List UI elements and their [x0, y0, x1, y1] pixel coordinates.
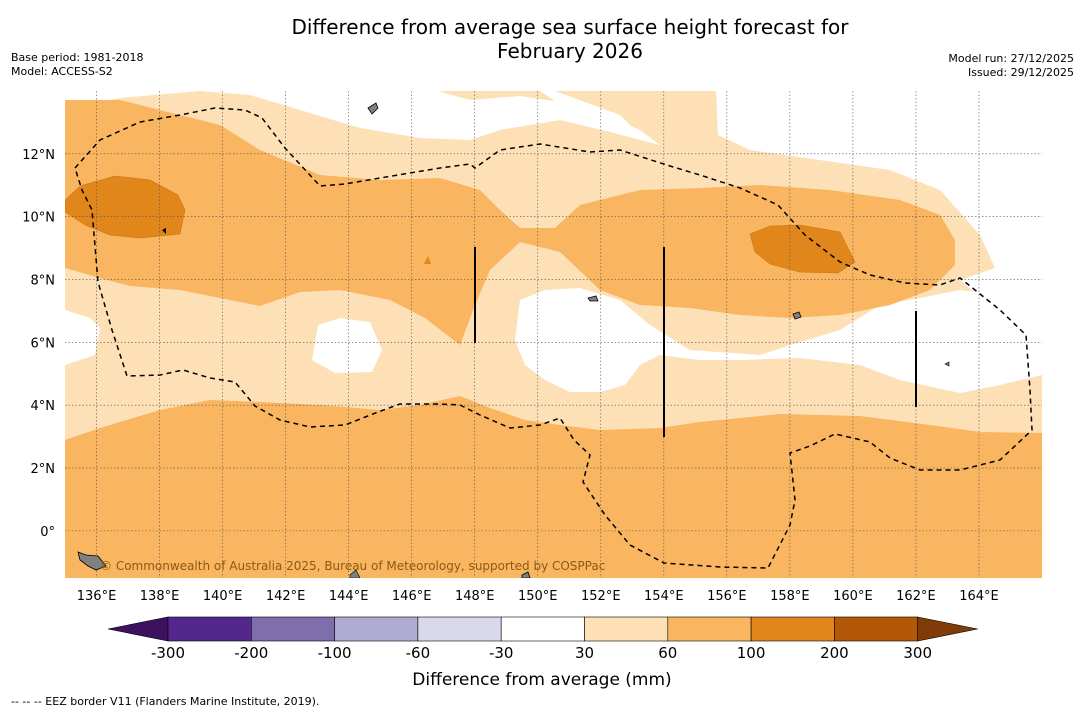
island-land	[162, 228, 166, 234]
longitude-tick-label: 140°E	[203, 589, 243, 604]
colorbar	[107, 616, 978, 642]
colorbar-segment	[584, 616, 669, 642]
longitude-tick-label: 162°E	[896, 589, 936, 604]
longitude-tick-label: 164°E	[959, 589, 999, 604]
latitude-tick-label: 6°N	[31, 336, 56, 351]
eez-border	[74, 107, 1033, 569]
model-name: Model: ACCESS-S2	[11, 65, 113, 78]
latitude-tick-label: 0°	[40, 525, 55, 540]
colorbar-title: Difference from average (mm)	[412, 670, 671, 690]
longitude-tick-label: 152°E	[581, 589, 621, 604]
title-line-2: February 2026	[497, 39, 643, 63]
band-100-200-east	[749, 224, 856, 274]
band-100-200-spot	[424, 256, 431, 264]
longitude-ticks: 136°E 138°E 140°E 142°E 144°E 146°E 148°E 150°E…	[77, 589, 999, 604]
colorbar-tick-label: 30	[575, 644, 594, 662]
colorbar-segment	[667, 616, 752, 642]
longitude-tick-label: 138°E	[140, 589, 180, 604]
colorbar-segment	[417, 616, 502, 642]
longitude-tick-label: 148°E	[455, 589, 495, 604]
island-land	[349, 569, 361, 578]
latitude-tick-label: 4°N	[31, 399, 56, 414]
neutral-zone-edge	[65, 310, 100, 365]
colorbar-min-arrow	[107, 616, 169, 642]
neutral-zone-nw	[65, 91, 200, 110]
longitude-tick-label: 154°E	[644, 589, 684, 604]
colorbar-segment	[500, 616, 585, 642]
longitude-tick-label: 158°E	[770, 589, 810, 604]
colorbar-tick-label: -100	[318, 644, 352, 662]
eez-footnote: -- -- -- EEZ border V11 (Flanders Marine…	[11, 695, 320, 708]
island-land	[367, 102, 379, 115]
colorbar-labels: -300 -200 -100 -60 -30 30 60 100 200 300	[151, 644, 932, 662]
colorbar-tick-label: 60	[658, 644, 677, 662]
neutral-zone-n2	[540, 91, 645, 140]
issued-date: Issued: 29/12/2025	[967, 66, 1074, 79]
island-land	[944, 361, 950, 367]
colorbar-segment	[167, 616, 252, 642]
latitude-tick-label: 8°N	[31, 274, 56, 289]
longitude-tick-label: 156°E	[707, 589, 747, 604]
longitude-tick-label: 144°E	[329, 589, 369, 604]
title-line-1: Difference from average sea surface heig…	[291, 15, 849, 39]
island-land	[521, 571, 531, 578]
colorbar-tick-label: -30	[489, 644, 514, 662]
latitude-tick-label: 10°N	[22, 211, 55, 226]
map-area: © Commonwealth of Australia 2025, Bureau…	[65, 91, 1042, 578]
latitude-tick-label: 2°N	[31, 462, 56, 477]
colorbar-tick-label: -60	[406, 644, 431, 662]
band-60-100-north	[65, 100, 955, 345]
colorbar-segment	[334, 616, 419, 642]
copyright-credit: © Commonwealth of Australia 2025, Bureau…	[100, 559, 605, 573]
colorbar-segment	[251, 616, 335, 642]
longitude-tick-label: 136°E	[77, 589, 117, 604]
page-title: Difference from average sea surface heig…	[200, 15, 940, 63]
colorbar-tick-label: -200	[234, 644, 268, 662]
longitude-tick-label: 150°E	[518, 589, 558, 604]
colorbar-tick-label: 100	[737, 644, 766, 662]
neutral-zone-central	[515, 288, 1042, 393]
island-land	[587, 295, 599, 302]
meta-right: Model run: 27/12/2025 Issued: 29/12/2025	[948, 52, 1074, 80]
neutral-zone-west	[312, 318, 382, 373]
island-land	[77, 551, 107, 571]
neutral-zone-ne	[555, 91, 1042, 330]
band-60-100-south	[65, 396, 1042, 578]
meta-left: Base period: 1981-2018 Model: ACCESS-S2	[11, 51, 143, 79]
colorbar-max-arrow	[917, 616, 978, 642]
base-period: Base period: 1981-2018	[11, 51, 144, 64]
longitude-tick-label: 160°E	[833, 589, 873, 604]
colorbar-segment	[834, 616, 919, 642]
colorbar-tick-label: 200	[820, 644, 849, 662]
longitude-tick-label: 146°E	[392, 589, 432, 604]
band-100-200-west	[65, 175, 186, 239]
model-run: Model run: 27/12/2025	[948, 52, 1074, 65]
neutral-zone-north	[65, 91, 660, 145]
latitude-ticks: 12°N 10°N 8°N 6°N 4°N 2°N 0°	[22, 148, 55, 540]
island-land	[792, 311, 802, 320]
colorbar-tick-label: 300	[903, 644, 932, 662]
longitude-tick-label: 142°E	[266, 589, 306, 604]
latitude-tick-label: 12°N	[22, 148, 55, 163]
colorbar-tick-label: -300	[151, 644, 185, 662]
colorbar-segment	[750, 616, 835, 642]
